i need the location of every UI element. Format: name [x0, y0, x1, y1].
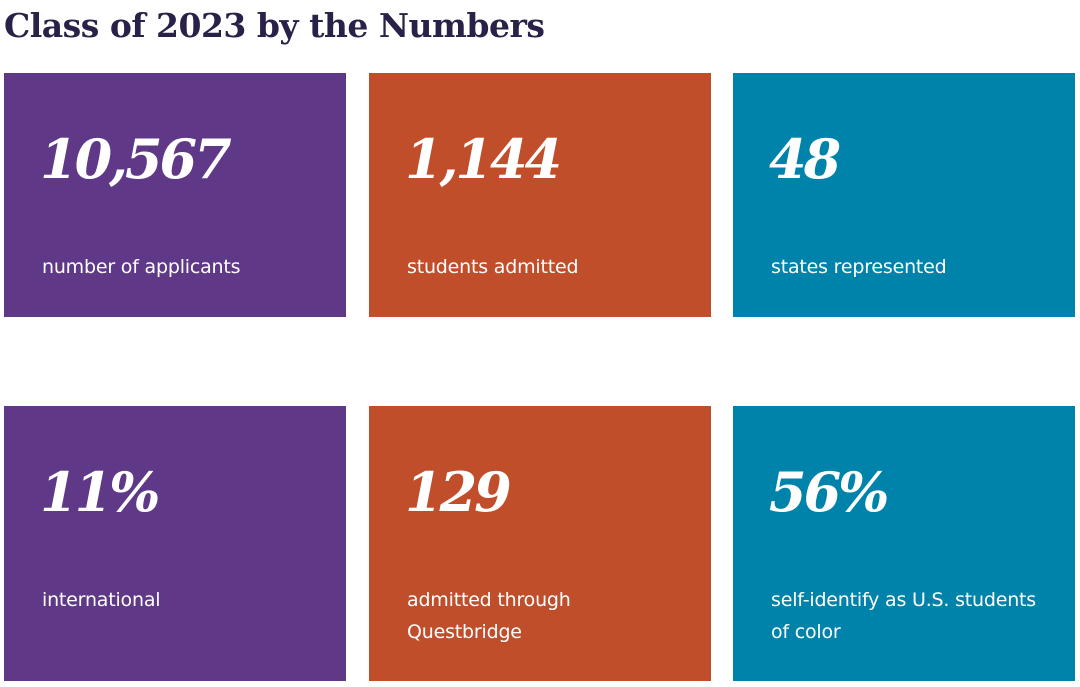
stat-card-students-of-color: 56% self-identify as U.S. students of co…	[733, 406, 1075, 681]
stat-card-international: 11% international	[4, 406, 346, 681]
stat-card-applicants: 10,567 number of applicants	[4, 73, 346, 317]
stat-label: states represented	[771, 256, 947, 278]
page-title: Class of 2023 by the Numbers	[4, 6, 545, 45]
stat-value: 56%	[769, 460, 889, 524]
stat-label: number of applicants	[42, 256, 241, 278]
stat-label: self-identify as U.S. students of color	[771, 589, 1037, 643]
stat-label: admitted through Questbridge	[407, 589, 571, 643]
stat-card-states: 48 states represented	[733, 73, 1075, 317]
stat-card-questbridge: 129 admitted through Questbridge	[369, 406, 711, 681]
stat-card-admitted: 1,144 students admitted	[369, 73, 711, 317]
stat-label: students admitted	[407, 256, 579, 278]
stat-value: 1,144	[405, 127, 562, 191]
stat-label: international	[42, 589, 161, 611]
stat-value: 48	[769, 127, 841, 191]
stat-value: 11%	[40, 460, 160, 524]
stat-value: 10,567	[40, 127, 232, 191]
stat-value: 129	[405, 460, 512, 524]
